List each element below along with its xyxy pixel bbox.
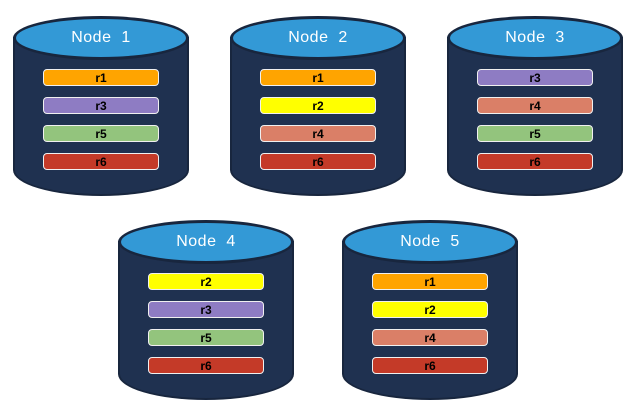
- node-5: Node 5 r1 r2 r4 r6: [342, 220, 518, 400]
- node-row-bottom: Node 4 r2 r3 r5 r6 Node 5 r1 r2 r4 r6: [0, 220, 636, 400]
- replica-bar-r2: r2: [372, 301, 488, 318]
- replica-bar-r4: r4: [477, 97, 593, 114]
- node-2: Node 2 r1 r2 r4 r6: [230, 16, 406, 196]
- replica-bar-r5: r5: [148, 329, 264, 346]
- replica-bar-r1: r1: [260, 69, 376, 86]
- replica-bar-r6: r6: [372, 357, 488, 374]
- replica-bar-r3: r3: [477, 69, 593, 86]
- replica-bar-r2: r2: [260, 97, 376, 114]
- cylinder-top: Node 2: [230, 16, 406, 60]
- replica-bar-r6: r6: [43, 153, 159, 170]
- replica-bar-r4: r4: [372, 329, 488, 346]
- cylinder-top: Node 3: [447, 16, 623, 60]
- cylinder-top: Node 4: [118, 220, 294, 264]
- replica-bar-r6: r6: [260, 153, 376, 170]
- node-3: Node 3 r3 r4 r5 r6: [447, 16, 623, 196]
- node-row-top: Node 1 r1 r3 r5 r6 Node 2 r1 r2 r4 r6 Node 3 r…: [0, 0, 636, 196]
- node-label: Node 4: [176, 233, 236, 250]
- node-label: Node 3: [505, 29, 565, 46]
- cylinder-top: Node 1: [13, 16, 189, 60]
- replica-bar-r6: r6: [477, 153, 593, 170]
- replica-bar-r3: r3: [148, 301, 264, 318]
- node-label: Node 1: [71, 29, 131, 46]
- replica-bar-r2: r2: [148, 273, 264, 290]
- node-label: Node 2: [288, 29, 348, 46]
- replica-bar-r5: r5: [477, 125, 593, 142]
- replica-bars: r3 r4 r5 r6: [477, 69, 593, 170]
- replica-bars: r1 r3 r5 r6: [43, 69, 159, 170]
- node-1: Node 1 r1 r3 r5 r6: [13, 16, 189, 196]
- replica-bars: r1 r2 r4 r6: [260, 69, 376, 170]
- replica-bar-r1: r1: [372, 273, 488, 290]
- replica-bar-r1: r1: [43, 69, 159, 86]
- replica-bars: r2 r3 r5 r6: [148, 273, 264, 374]
- replica-bar-r4: r4: [260, 125, 376, 142]
- replica-bar-r3: r3: [43, 97, 159, 114]
- replica-bar-r5: r5: [43, 125, 159, 142]
- replica-bars: r1 r2 r4 r6: [372, 273, 488, 374]
- node-4: Node 4 r2 r3 r5 r6: [118, 220, 294, 400]
- cylinder-top: Node 5: [342, 220, 518, 264]
- node-label: Node 5: [400, 233, 460, 250]
- replica-bar-r6: r6: [148, 357, 264, 374]
